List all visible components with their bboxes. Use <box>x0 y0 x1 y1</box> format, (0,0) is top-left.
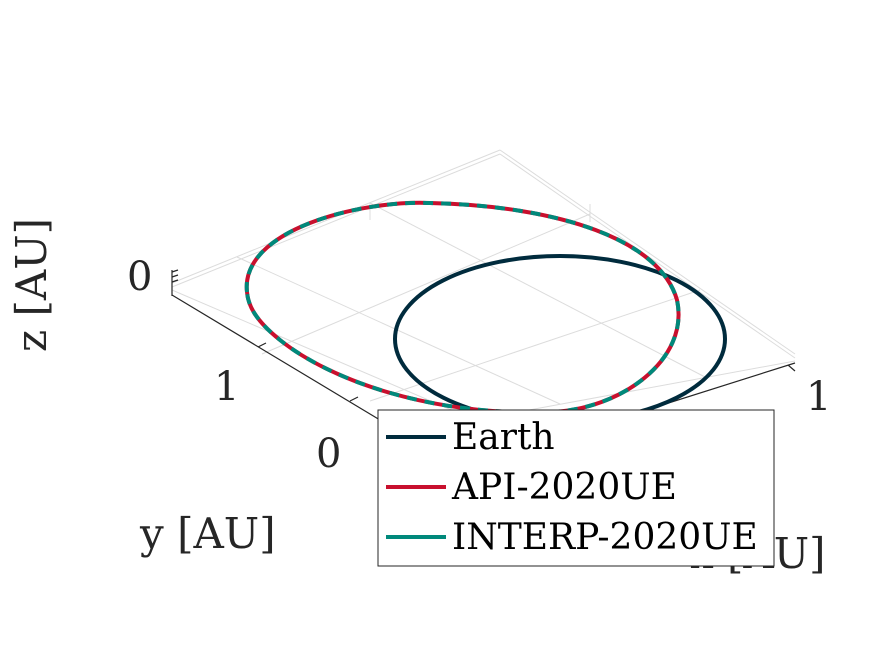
legend: Earth API-2020UE INTERP-2020UE <box>377 409 775 567</box>
series-interp-2020ue-orbit <box>244 200 681 415</box>
series-api-2020ue-orbit <box>244 200 681 415</box>
legend-label-earth: Earth <box>452 417 555 458</box>
x-tick-label-1: 1 <box>806 374 831 420</box>
x-tick-mark <box>787 364 796 372</box>
legend-label-api-2020ue: API-2020UE <box>451 467 677 508</box>
z-tick-label-0: 0 <box>127 254 152 300</box>
z-tick-mark <box>171 274 179 278</box>
grid-line <box>261 213 591 355</box>
grid-line <box>236 256 561 405</box>
y-tick-mark <box>349 396 359 402</box>
z-axis-label: z [AU] <box>7 218 56 352</box>
y-axis-label: y [AU] <box>139 509 276 558</box>
z-tick-mark <box>171 279 179 283</box>
z-tick-mark <box>171 269 179 273</box>
grid-line <box>171 153 501 288</box>
y-tick-label-1: 1 <box>214 364 239 410</box>
y-tick-mark <box>257 342 267 348</box>
grid-line <box>499 149 796 355</box>
axis-lines <box>171 269 796 421</box>
y-tick-label-0: 0 <box>316 431 341 477</box>
legend-label-interp-2020ue: INTERP-2020UE <box>452 517 758 558</box>
grid-line <box>369 202 706 378</box>
grid-line <box>171 289 476 421</box>
y-axis-line <box>171 294 381 421</box>
grid-line <box>369 289 701 402</box>
